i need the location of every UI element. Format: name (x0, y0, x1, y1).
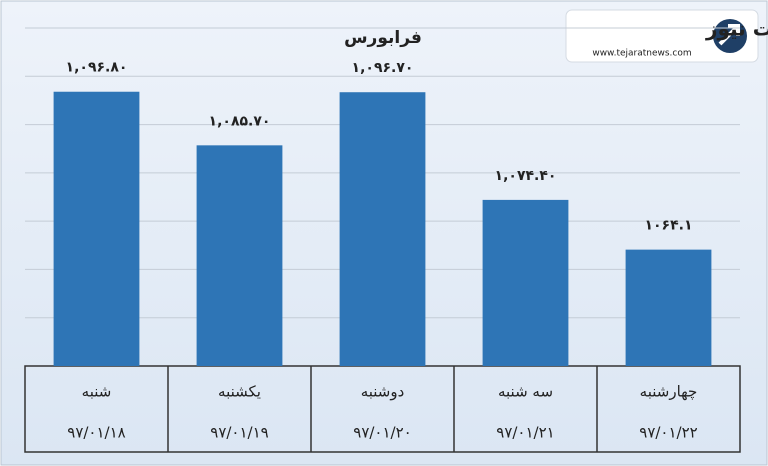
logo-arrow (718, 24, 740, 46)
data-label: ۱,۰۸۵.۷۰ (209, 113, 271, 129)
chart-title: فرابورس (344, 28, 422, 48)
bar (53, 91, 140, 366)
bar (339, 92, 426, 366)
x-date-label: ۹۷/۰۱/۱۸ (67, 424, 125, 442)
x-tick-label: شنبه (82, 383, 112, 401)
data-label: ۱۰۶۴.۱ (644, 218, 692, 234)
bar (625, 249, 712, 366)
x-tick-label: دوشنبه (361, 383, 405, 401)
x-tick-label: سه شنبه (498, 383, 553, 401)
bar (482, 199, 569, 366)
data-label: ۱,۰۹۶.۸۰ (66, 60, 128, 76)
bar (196, 145, 283, 366)
data-label: ۱,۰۷۴.۴۰ (495, 168, 557, 184)
logo-url: www.tejaratnews.com (592, 49, 691, 59)
logo-box (565, 9, 759, 63)
data-label: ۱,۰۹۶.۷۰ (352, 60, 414, 76)
x-date-label: ۹۷/۰۱/۲۰ (353, 424, 411, 442)
logo: تجارت نیوز www.tejaratnews.com (565, 9, 768, 63)
x-tick-label: چهارشنبه (640, 383, 698, 401)
x-date-label: ۹۷/۰۱/۲۱ (496, 424, 554, 442)
x-date-label: ۹۷/۰۱/۲۲ (639, 424, 697, 442)
x-date-label: ۹۷/۰۱/۱۹ (210, 424, 268, 442)
x-tick-label: یکشنبه (218, 383, 261, 401)
